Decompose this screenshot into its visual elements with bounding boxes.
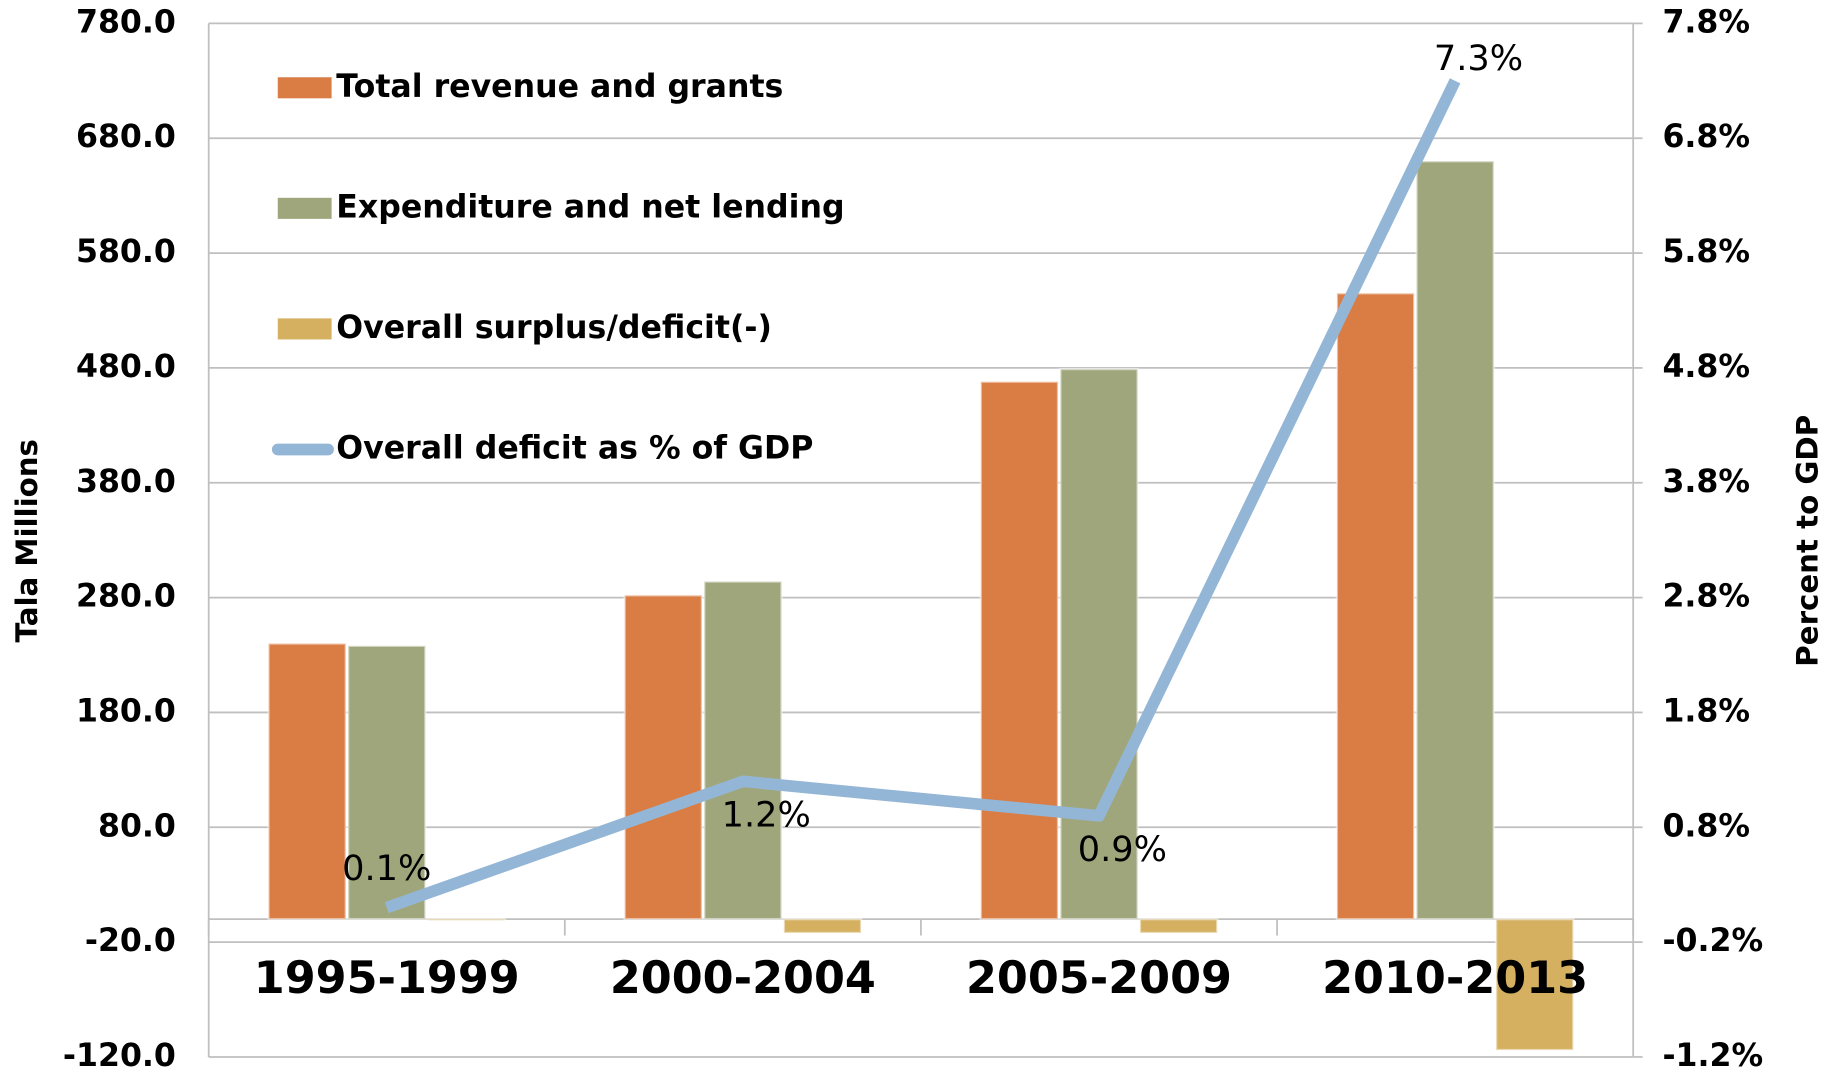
bar <box>426 917 507 922</box>
bar <box>1138 917 1219 935</box>
data-label: 0.9% <box>1078 829 1167 870</box>
y-tick-label: -120.0 <box>63 1038 176 1071</box>
legend-label: Expenditure and net lending <box>336 189 844 225</box>
y2-tick-label: -1.2% <box>1662 1038 1763 1071</box>
y2-tick-label: -0.2% <box>1662 923 1763 959</box>
bar <box>346 644 427 921</box>
bar <box>1059 367 1139 921</box>
y-tick-label: -20.0 <box>85 923 176 959</box>
data-label: 7.3% <box>1434 38 1523 79</box>
data-label: 0.1% <box>342 848 431 889</box>
y2-tick-label: 4.8% <box>1662 349 1750 385</box>
y2-tick-label: 2.8% <box>1662 579 1750 615</box>
legend-swatch <box>277 77 332 99</box>
data-label: 1.2% <box>722 794 811 835</box>
y-tick-label: 280.0 <box>76 579 176 615</box>
y-axis-title: Tala Millions <box>10 439 44 642</box>
y-tick-label: 580.0 <box>76 234 176 270</box>
y2-tick-label: 6.8% <box>1662 119 1750 155</box>
y-tick-label: 80.0 <box>98 808 176 844</box>
y2-tick-label: 1.8% <box>1662 693 1750 729</box>
x-tick-label: 2005-2009 <box>966 953 1232 1004</box>
bar <box>782 917 863 935</box>
y-tick-label: 780.0 <box>76 4 176 40</box>
legend-swatch <box>277 318 332 340</box>
x-tick-label: 2010-2013 <box>1322 953 1588 1004</box>
legend-swatch <box>277 197 332 219</box>
bar <box>623 594 704 921</box>
x-tick-label: 2000-2004 <box>610 953 876 1004</box>
bar <box>267 642 347 921</box>
bar <box>1415 160 1495 921</box>
x-tick-label: 1995-1999 <box>254 953 520 1004</box>
y2-tick-label: 0.8% <box>1662 808 1750 844</box>
y2-axis-title: Percent to GDP <box>1790 415 1824 667</box>
bar <box>703 580 783 921</box>
bar <box>1494 917 1575 1052</box>
y-tick-label: 680.0 <box>76 119 176 155</box>
y-tick-label: 480.0 <box>76 349 176 385</box>
bar <box>979 380 1060 921</box>
legend-label: Total revenue and grants <box>336 69 783 105</box>
y-tick-label: 180.0 <box>76 693 176 729</box>
y2-tick-label: 7.8% <box>1662 4 1750 40</box>
y2-tick-label: 5.8% <box>1662 234 1750 270</box>
legend-label: Overall deficit as % of GDP <box>336 430 813 466</box>
y-tick-label: 380.0 <box>76 464 176 500</box>
line <box>384 78 1461 914</box>
legend-label: Overall surplus/deficit(-) <box>336 310 772 346</box>
y2-tick-label: 3.8% <box>1662 464 1750 500</box>
bar <box>1335 292 1416 921</box>
